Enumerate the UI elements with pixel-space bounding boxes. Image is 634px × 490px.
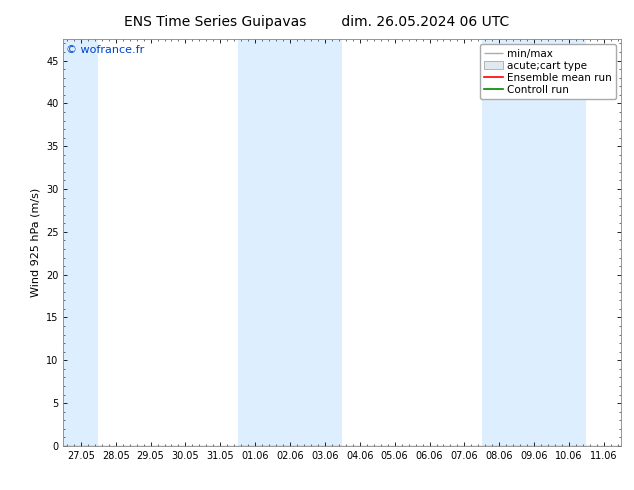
Text: © wofrance.fr: © wofrance.fr bbox=[66, 45, 145, 55]
Bar bbox=[238, 39, 342, 446]
Legend: min/max, acute;cart type, Ensemble mean run, Controll run: min/max, acute;cart type, Ensemble mean … bbox=[480, 45, 616, 99]
Bar bbox=[63, 39, 98, 446]
Bar bbox=[482, 39, 586, 446]
Text: ENS Time Series Guipavas        dim. 26.05.2024 06 UTC: ENS Time Series Guipavas dim. 26.05.2024… bbox=[124, 15, 510, 29]
Y-axis label: Wind 925 hPa (m/s): Wind 925 hPa (m/s) bbox=[30, 188, 41, 297]
